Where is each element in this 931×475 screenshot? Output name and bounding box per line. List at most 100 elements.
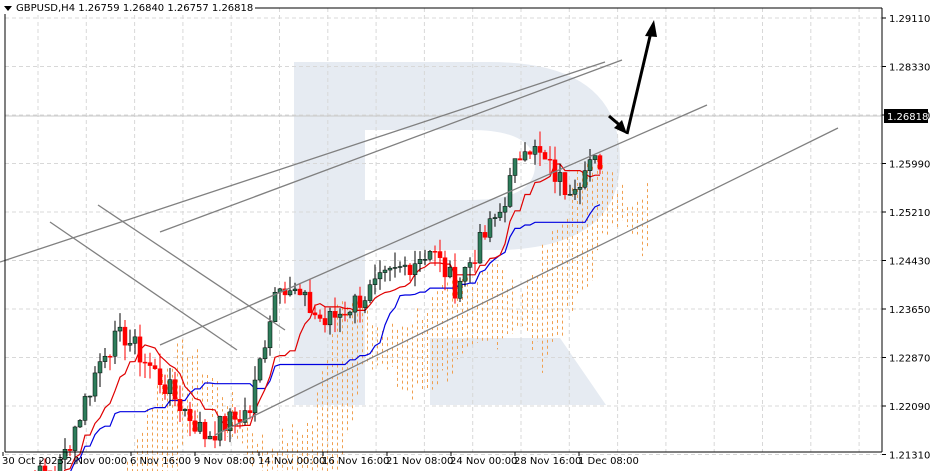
candle-body[interactable] — [358, 296, 362, 308]
candle-body[interactable] — [493, 217, 497, 218]
candle-body[interactable] — [498, 212, 502, 217]
candle-body[interactable] — [343, 314, 347, 315]
candle-body[interactable] — [523, 152, 527, 160]
candle-body[interactable] — [583, 171, 587, 188]
candle-body[interactable] — [433, 251, 437, 252]
candle-body[interactable] — [293, 289, 297, 291]
candle-body[interactable] — [468, 263, 472, 268]
candle-body[interactable] — [308, 292, 312, 313]
candle-body[interactable] — [253, 380, 257, 413]
candle-body[interactable] — [443, 258, 447, 277]
dropdown-triangle-icon[interactable] — [4, 6, 12, 11]
candle-body[interactable] — [323, 318, 327, 324]
candle-body[interactable] — [368, 285, 372, 301]
candle-body[interactable] — [383, 270, 387, 273]
candle-body[interactable] — [393, 267, 397, 268]
candle-body[interactable] — [148, 363, 152, 366]
candle-body[interactable] — [298, 289, 302, 295]
candle-body[interactable] — [258, 359, 262, 380]
candle-body[interactable] — [213, 436, 217, 440]
candle-body[interactable] — [218, 416, 222, 440]
candle-body[interactable] — [263, 348, 267, 359]
candle-body[interactable] — [198, 422, 202, 431]
candle-body[interactable] — [93, 373, 97, 396]
candle-body[interactable] — [593, 156, 597, 160]
candle-body[interactable] — [513, 159, 517, 176]
candle-body[interactable] — [528, 152, 532, 155]
candle-body[interactable] — [408, 265, 412, 275]
candle-body[interactable] — [233, 412, 237, 420]
candle-body[interactable] — [363, 301, 367, 308]
candle-body[interactable] — [128, 343, 132, 345]
candle-body[interactable] — [88, 396, 92, 397]
candle-body[interactable] — [563, 172, 567, 194]
candle-body[interactable] — [78, 420, 82, 427]
candle-body[interactable] — [483, 232, 487, 237]
candle-body[interactable] — [473, 263, 477, 264]
candle-body[interactable] — [118, 327, 122, 331]
candle-body[interactable] — [168, 380, 172, 394]
candle-body[interactable] — [288, 291, 292, 295]
candle-body[interactable] — [268, 322, 272, 348]
candle-body[interactable] — [578, 187, 582, 189]
candle-body[interactable] — [398, 267, 402, 268]
candle-body[interactable] — [223, 416, 227, 430]
candle-body[interactable] — [98, 362, 102, 373]
candle-body[interactable] — [438, 252, 442, 258]
candle-body[interactable] — [133, 337, 137, 344]
candle-body[interactable] — [123, 327, 127, 345]
candle-body[interactable] — [83, 396, 87, 420]
candle-body[interactable] — [143, 362, 147, 363]
candle-body[interactable] — [413, 264, 417, 275]
candle-body[interactable] — [108, 356, 112, 357]
candle-body[interactable] — [538, 146, 542, 152]
candle-body[interactable] — [423, 259, 427, 260]
candle-body[interactable] — [478, 232, 482, 263]
candle-body[interactable] — [463, 267, 467, 281]
candle-body[interactable] — [428, 251, 432, 259]
candle-body[interactable] — [598, 156, 602, 170]
candle-body[interactable] — [448, 267, 452, 277]
candle-body[interactable] — [183, 409, 187, 411]
candle-body[interactable] — [138, 337, 142, 362]
candle-body[interactable] — [388, 268, 392, 270]
candle-body[interactable] — [333, 311, 337, 317]
candle-body[interactable] — [208, 436, 212, 439]
candle-body[interactable] — [273, 292, 277, 322]
candle-body[interactable] — [348, 312, 352, 315]
candle-body[interactable] — [328, 311, 332, 324]
candle-body[interactable] — [113, 331, 117, 356]
candle-body[interactable] — [488, 219, 492, 238]
candle-body[interactable] — [338, 314, 342, 317]
candle-body[interactable] — [313, 313, 317, 315]
candle-body[interactable] — [158, 369, 162, 385]
candle-body[interactable] — [193, 421, 197, 432]
candle-body[interactable] — [153, 366, 157, 369]
candle-body[interactable] — [248, 411, 252, 413]
candle-body[interactable] — [573, 189, 577, 194]
candle-body[interactable] — [453, 267, 457, 298]
candle-body[interactable] — [373, 279, 377, 285]
candle-body[interactable] — [533, 146, 537, 154]
candle-body[interactable] — [558, 172, 562, 181]
candle-body[interactable] — [568, 194, 572, 195]
candle-body[interactable] — [163, 385, 167, 394]
candle-body[interactable] — [353, 296, 357, 312]
candle-body[interactable] — [303, 292, 307, 295]
candle-body[interactable] — [503, 206, 507, 212]
candle-body[interactable] — [548, 159, 552, 160]
candle-body[interactable] — [188, 409, 192, 421]
candle-body[interactable] — [588, 160, 592, 171]
candle-body[interactable] — [458, 281, 462, 298]
trendline[interactable] — [98, 205, 285, 330]
candle-body[interactable] — [543, 152, 547, 159]
candle-body[interactable] — [378, 273, 382, 279]
trendline[interactable] — [50, 222, 237, 350]
candle-body[interactable] — [318, 315, 322, 319]
candle-body[interactable] — [203, 422, 207, 439]
candle-body[interactable] — [68, 449, 72, 450]
candle-body[interactable] — [178, 399, 182, 411]
candle-body[interactable] — [173, 380, 177, 400]
